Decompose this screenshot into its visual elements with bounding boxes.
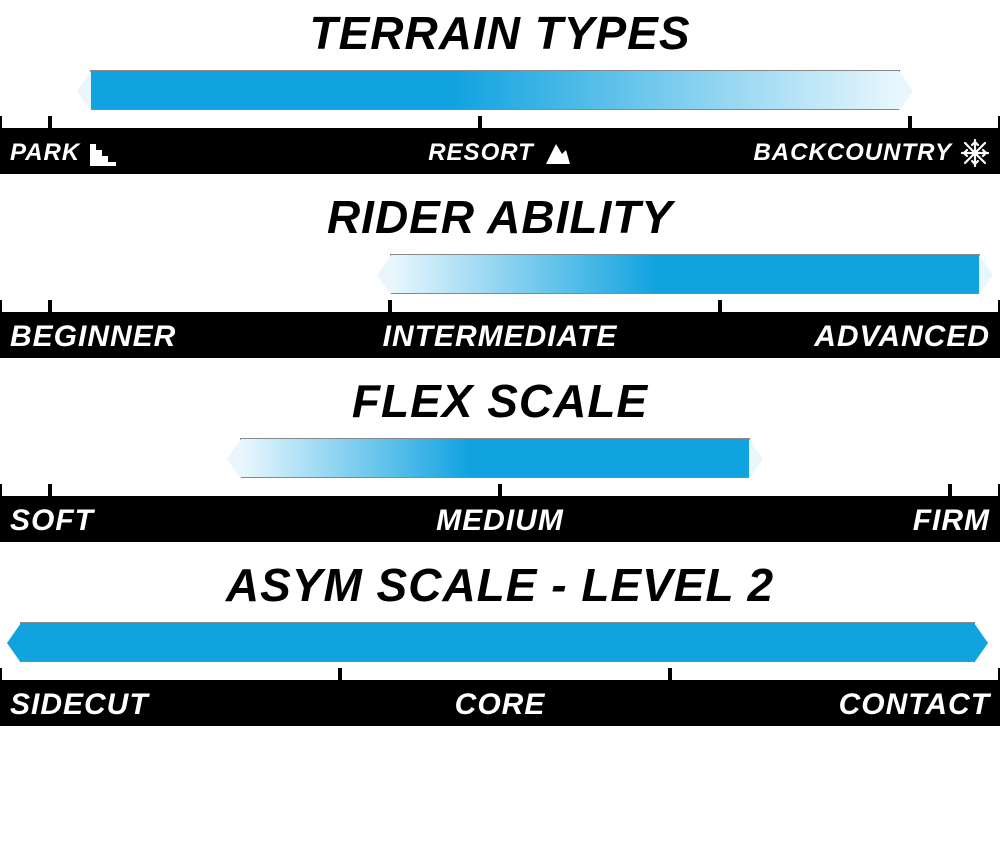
flex-ticks <box>0 486 1000 500</box>
rider-label-right-text: ADVANCED <box>814 320 990 354</box>
tick-mark <box>48 116 52 132</box>
tick-mark <box>718 300 722 316</box>
rider-gauge <box>390 254 980 294</box>
flex-labelbar: SOFT MEDIUM FIRM <box>0 500 1000 542</box>
terrain-label-left-text: PARK <box>10 139 80 167</box>
terrain-ticks <box>0 118 1000 132</box>
tick-mark <box>908 116 912 132</box>
rider-label-left-text: BEGINNER <box>10 320 176 354</box>
asym-section: ASYM SCALE - LEVEL 2 SIDECUT CORE CONTAC… <box>0 558 1000 726</box>
tick-mark <box>0 116 2 132</box>
tick-mark <box>668 668 672 684</box>
rider-label-right: ADVANCED <box>663 320 990 354</box>
flex-label-mid-text: MEDIUM <box>436 504 564 538</box>
terrain-label-mid: RESORT <box>337 138 664 168</box>
asym-gauge <box>20 622 975 662</box>
terrain-label-right: BACKCOUNTRY <box>663 138 990 168</box>
tick-mark <box>0 668 2 684</box>
rider-title: RIDER ABILITY <box>0 190 1000 244</box>
terrain-gauge-wrap <box>0 66 1000 114</box>
asym-ticks <box>0 670 1000 684</box>
flex-gauge-wrap <box>0 434 1000 482</box>
asym-title: ASYM SCALE - LEVEL 2 <box>0 558 1000 612</box>
rider-gauge-wrap <box>0 250 1000 298</box>
tick-mark <box>498 484 502 500</box>
resort-icon <box>542 138 572 168</box>
rider-section: RIDER ABILITY BEGINNER INTERMEDIATE ADVA… <box>0 190 1000 358</box>
tick-mark <box>48 484 52 500</box>
rider-label-left: BEGINNER <box>10 320 337 354</box>
asym-label-left-text: SIDECUT <box>10 688 149 722</box>
park-icon <box>88 138 118 168</box>
asym-label-right: CONTACT <box>663 688 990 722</box>
flex-label-left-text: SOFT <box>10 504 94 538</box>
terrain-label-right-text: BACKCOUNTRY <box>753 139 952 167</box>
flex-label-right: FIRM <box>663 504 990 538</box>
terrain-gauge <box>90 70 900 110</box>
rider-label-mid: INTERMEDIATE <box>337 320 664 354</box>
terrain-section: TERRAIN TYPES PARK RESORT BACKCOUNTRY <box>0 0 1000 174</box>
rider-ticks <box>0 302 1000 316</box>
tick-mark <box>948 484 952 500</box>
flex-gauge <box>240 438 750 478</box>
tick-mark <box>48 300 52 316</box>
tick-mark <box>0 484 2 500</box>
asym-gauge-wrap <box>0 618 1000 666</box>
terrain-label-left: PARK <box>10 138 337 168</box>
tick-mark <box>0 300 2 316</box>
tick-mark <box>478 116 482 132</box>
tick-mark <box>388 300 392 316</box>
asym-labelbar: SIDECUT CORE CONTACT <box>0 684 1000 726</box>
asym-label-left: SIDECUT <box>10 688 337 722</box>
asym-label-mid-text: CORE <box>455 688 546 722</box>
terrain-label-mid-text: RESORT <box>428 139 534 167</box>
rider-labelbar: BEGINNER INTERMEDIATE ADVANCED <box>0 316 1000 358</box>
terrain-labelbar: PARK RESORT BACKCOUNTRY <box>0 132 1000 174</box>
flex-label-right-text: FIRM <box>913 504 990 538</box>
flex-label-mid: MEDIUM <box>337 504 664 538</box>
tick-mark <box>338 668 342 684</box>
terrain-title: TERRAIN TYPES <box>0 6 1000 60</box>
flex-section: FLEX SCALE SOFT MEDIUM FIRM <box>0 374 1000 542</box>
flex-label-left: SOFT <box>10 504 337 538</box>
rider-label-mid-text: INTERMEDIATE <box>383 320 618 354</box>
asym-label-right-text: CONTACT <box>839 688 990 722</box>
snowflake-icon <box>960 138 990 168</box>
flex-title: FLEX SCALE <box>0 374 1000 428</box>
asym-label-mid: CORE <box>337 688 664 722</box>
